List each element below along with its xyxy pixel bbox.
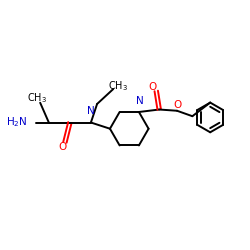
Text: N: N bbox=[87, 106, 95, 116]
Text: O: O bbox=[59, 142, 67, 152]
Text: CH$_3$: CH$_3$ bbox=[27, 91, 47, 105]
Text: H$_2$N: H$_2$N bbox=[6, 116, 27, 130]
Text: N: N bbox=[136, 96, 143, 106]
Text: CH$_3$: CH$_3$ bbox=[108, 79, 128, 93]
Text: O: O bbox=[148, 82, 157, 92]
Text: O: O bbox=[174, 100, 182, 110]
